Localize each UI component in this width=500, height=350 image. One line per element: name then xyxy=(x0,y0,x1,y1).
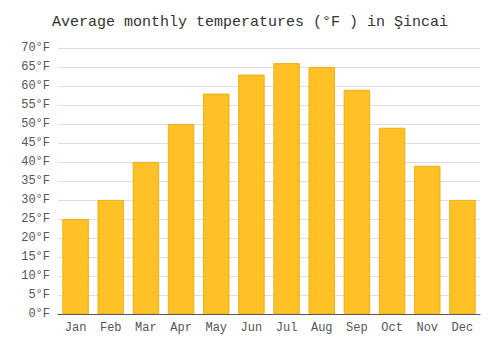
svg-text:5°F: 5°F xyxy=(28,288,50,302)
svg-text:10°F: 10°F xyxy=(21,269,50,283)
svg-text:May: May xyxy=(205,321,227,335)
svg-text:40°F: 40°F xyxy=(21,155,50,169)
svg-text:Aug: Aug xyxy=(311,321,333,335)
svg-text:Feb: Feb xyxy=(100,321,122,335)
svg-text:70°F: 70°F xyxy=(21,41,50,55)
svg-text:45°F: 45°F xyxy=(21,136,50,150)
svg-text:Dec: Dec xyxy=(452,321,474,335)
svg-text:Mar: Mar xyxy=(135,321,157,335)
svg-text:Average monthly temperatures (: Average monthly temperatures (°F ) in Şi… xyxy=(52,14,448,31)
svg-text:30°F: 30°F xyxy=(21,193,50,207)
svg-text:55°F: 55°F xyxy=(21,98,50,112)
svg-text:15°F: 15°F xyxy=(21,250,50,264)
svg-text:65°F: 65°F xyxy=(21,60,50,74)
svg-text:50°F: 50°F xyxy=(21,117,50,131)
svg-text:Apr: Apr xyxy=(170,321,192,335)
svg-text:Jun: Jun xyxy=(241,321,263,335)
svg-text:0°F: 0°F xyxy=(28,307,50,321)
svg-text:Jan: Jan xyxy=(65,321,87,335)
svg-text:Jul: Jul xyxy=(276,321,298,335)
svg-text:Oct: Oct xyxy=(381,321,403,335)
svg-text:20°F: 20°F xyxy=(21,231,50,245)
svg-text:Sep: Sep xyxy=(346,321,368,335)
svg-text:Nov: Nov xyxy=(416,321,438,335)
svg-text:35°F: 35°F xyxy=(21,174,50,188)
svg-text:25°F: 25°F xyxy=(21,212,50,226)
svg-text:60°F: 60°F xyxy=(21,79,50,93)
